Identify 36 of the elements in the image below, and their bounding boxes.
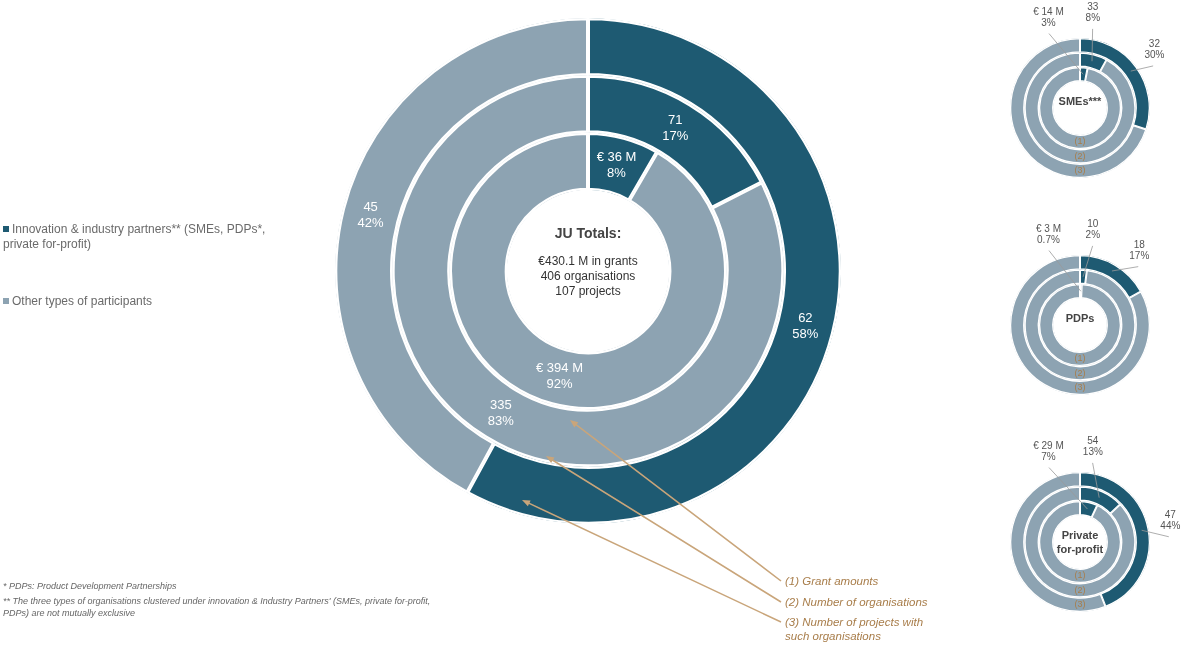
- data-label: € 3 M 0.7%: [1035, 222, 1061, 245]
- legend-label: Other types of participants: [12, 294, 153, 308]
- data-label: € 14 M 3%: [1033, 5, 1064, 28]
- text: (3): [1074, 165, 1086, 176]
- data-label: 45 42%: [357, 199, 385, 231]
- data-label: 54 13%: [1082, 435, 1103, 458]
- data-label: 33 8%: [1085, 1, 1101, 24]
- data-label: 10 2%: [1085, 218, 1101, 241]
- legend-label: Innovation & industry partners** (SMEs, PDPs*, private for-profit): [3, 222, 266, 251]
- text: Private for-profit: [1055, 528, 1105, 556]
- text: (2): [1074, 584, 1086, 595]
- text: * PDPs: Product Development Partnerships: [3, 580, 178, 592]
- text: (1): [1074, 136, 1086, 147]
- text: €430.1 M in grants 406 organisations 107 projects: [537, 254, 639, 299]
- data-label: 335 83%: [487, 396, 515, 428]
- data-label: € 394 M 92%: [536, 360, 583, 392]
- data-label: 47 44%: [1160, 509, 1181, 532]
- data-label: 32 30%: [1144, 38, 1165, 61]
- text: (2) Number of organisations: [785, 595, 928, 609]
- data-label: 18 17%: [1129, 238, 1150, 261]
- data-label: 62 58%: [792, 309, 819, 341]
- text: SMEs***: [1057, 94, 1103, 108]
- text: (1): [1074, 353, 1086, 364]
- data-label: 71 17%: [662, 112, 689, 144]
- text: PDPs: [1064, 311, 1096, 325]
- text: (3) Number of projects with such organisations: [785, 615, 925, 643]
- text: (2): [1074, 367, 1086, 378]
- text: (3): [1074, 599, 1086, 610]
- text: (2): [1074, 150, 1086, 161]
- data-label: € 36 M 8%: [596, 148, 637, 180]
- data-label: € 29 M 7%: [1033, 439, 1064, 462]
- text: ** The three types of organisations clustered under innovation & Industry Partners' (SMEs, private for-profit, PDPs) are not mutually exclusive: [3, 595, 432, 619]
- text: (1): [1074, 570, 1086, 581]
- text: (1) Grant amounts: [785, 574, 879, 588]
- text: JU Totals:: [553, 225, 623, 241]
- text: (3): [1074, 382, 1086, 393]
